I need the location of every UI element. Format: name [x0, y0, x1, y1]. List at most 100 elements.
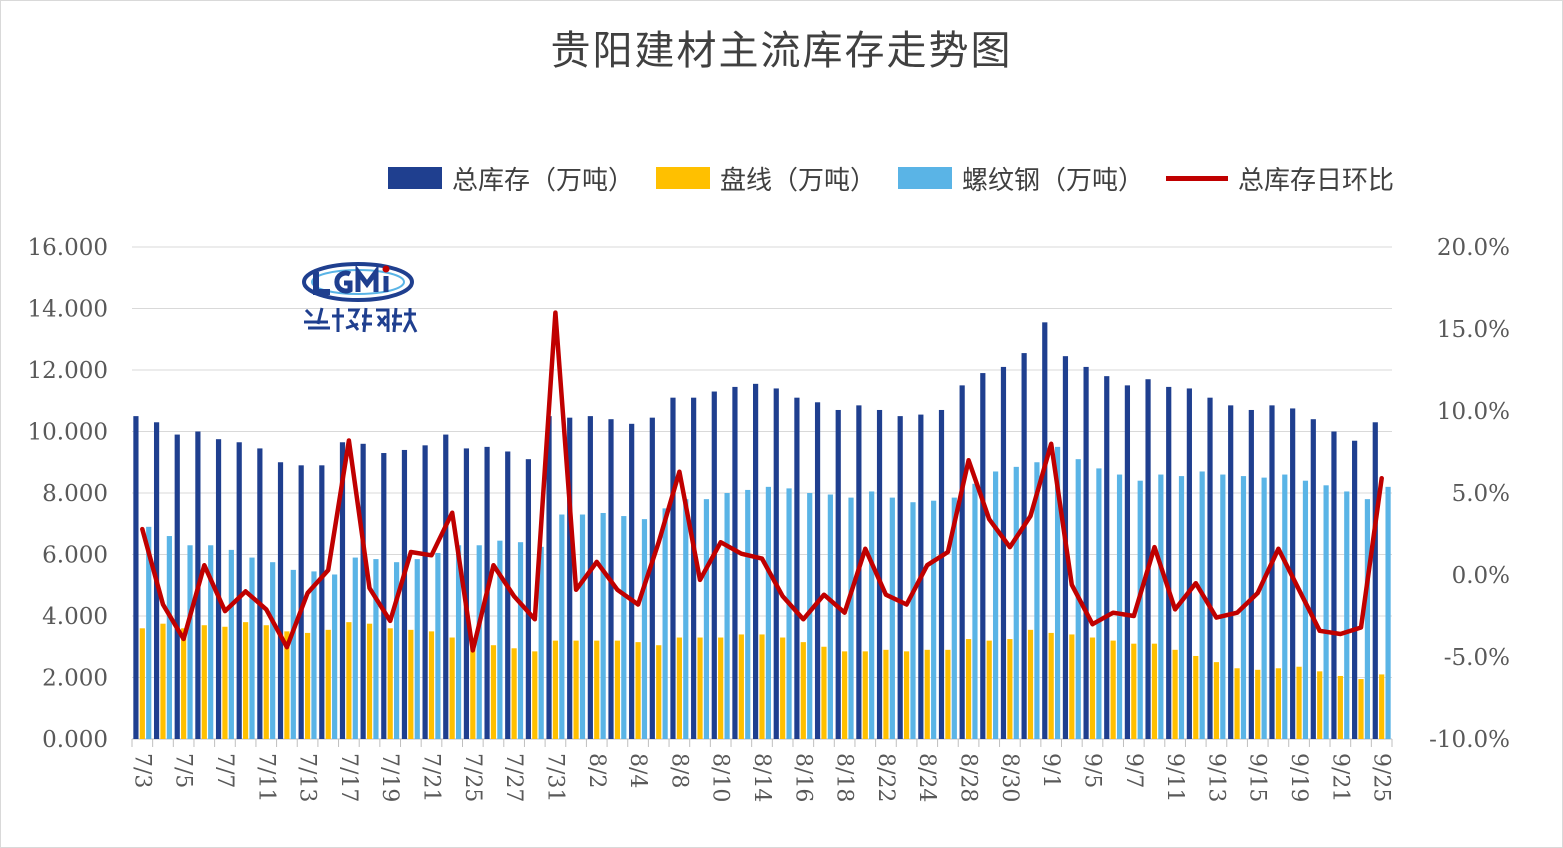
bar-total	[1228, 405, 1234, 739]
bar-wire-rod	[284, 631, 290, 739]
bar-wire-rod	[1234, 668, 1240, 739]
bar-rebar	[208, 545, 214, 739]
lgmi-logo	[302, 262, 418, 333]
bar-wire-rod	[408, 629, 414, 739]
x-tick-label: 8/14	[749, 753, 774, 802]
legend-swatch-wire-rod	[656, 167, 711, 189]
bar-total	[1083, 366, 1089, 739]
legend: 总库存（万吨） 盘线（万吨） 螺纹钢（万吨） 总库存日环比	[388, 160, 1416, 196]
bar-rebar	[476, 545, 482, 739]
bar-rebar	[1385, 486, 1391, 739]
bar-rebar	[414, 559, 420, 739]
bar-total	[1352, 440, 1358, 739]
bar-rebar	[807, 493, 813, 739]
bar-wire-rod	[1379, 674, 1385, 739]
x-tick-label: 9/5	[1080, 753, 1105, 788]
bar-wire-rod	[470, 642, 476, 739]
bar-rebar	[745, 489, 751, 739]
y-left-tick-label: 10.000	[28, 420, 108, 446]
bar-total	[443, 434, 449, 739]
legend-item-wire-rod: 盘线（万吨）	[656, 160, 876, 197]
bar-rebar	[1054, 446, 1061, 739]
bar-rebar	[662, 508, 668, 739]
bar-wire-rod	[1213, 662, 1220, 739]
bar-rebar	[1282, 474, 1288, 739]
bar-wire-rod	[614, 640, 621, 739]
bar-rebar	[827, 494, 833, 739]
bar-wire-rod	[656, 645, 662, 739]
bar-rebar	[1096, 468, 1102, 739]
bar-total	[525, 459, 531, 739]
bar-wire-rod	[842, 651, 848, 739]
bar-wire-rod	[1296, 666, 1302, 739]
bar-rebar	[600, 512, 606, 739]
bar-wire-rod	[1255, 669, 1261, 739]
bar-wire-rod	[594, 640, 600, 739]
bar-wire-rod	[965, 639, 972, 739]
bar-wire-rod	[903, 651, 910, 739]
bar-rebar	[641, 519, 648, 739]
y-left-tick-label: 12.000	[28, 358, 108, 384]
bar-rebar	[373, 559, 379, 739]
bar-wire-rod	[780, 637, 786, 739]
bar-wire-rod	[552, 640, 559, 739]
bar-total	[835, 409, 841, 739]
x-tick-label: 7/31	[542, 753, 567, 802]
bar-total	[215, 439, 222, 739]
y-right-tick-label: 10.0%	[1437, 399, 1510, 425]
bar-total	[277, 462, 284, 739]
bar-total	[1145, 379, 1151, 739]
bar-rebar	[1158, 474, 1164, 739]
legend-label-rebar: 螺纹钢（万吨）	[962, 165, 1145, 196]
bar-rebar	[393, 562, 400, 739]
bar-wire-rod	[718, 637, 724, 739]
bar-total	[1104, 376, 1110, 739]
bar-wire-rod	[1193, 655, 1199, 739]
bar-total	[1331, 431, 1337, 739]
legend-label-daily-change: 总库存日环比	[1238, 165, 1395, 196]
legend-swatch-total	[388, 167, 442, 189]
y-right-tick-label: 15.0%	[1437, 317, 1510, 343]
bar-total	[257, 448, 263, 739]
x-tick-label: 8/8	[666, 753, 691, 788]
y-right-tick-label: 0.0%	[1452, 563, 1510, 589]
x-tick-label: 7/5	[171, 753, 196, 788]
x-tick-label: 7/19	[377, 753, 402, 802]
legend-label-total: 总库存（万吨）	[452, 165, 635, 196]
x-tick-label: 7/21	[419, 753, 444, 802]
bar-total	[1186, 388, 1192, 739]
bar-rebar	[228, 549, 234, 739]
y-left-tick-label: 2.000	[42, 666, 108, 692]
y-left-tick-label: 4.000	[42, 604, 108, 630]
x-tick-label: 7/27	[501, 753, 526, 802]
y-right-tick-label: 20.0%	[1437, 235, 1510, 261]
bar-total	[1269, 405, 1275, 739]
legend-item-total: 总库存（万吨）	[388, 160, 634, 197]
bar-wire-rod	[490, 645, 497, 739]
bar-rebar	[972, 483, 978, 739]
bar-rebar	[869, 491, 875, 739]
bar-wire-rod	[263, 625, 269, 739]
bar-total	[691, 397, 697, 739]
bar-wire-rod	[366, 623, 373, 739]
bar-wire-rod	[1027, 629, 1034, 739]
bar-total	[649, 417, 655, 739]
y-left-tick-label: 6.000	[42, 543, 108, 569]
bar-rebar	[765, 486, 771, 739]
x-tick-label: 8/2	[584, 753, 609, 788]
bar-rebar	[1034, 462, 1040, 739]
bar-total	[567, 417, 573, 739]
bar-rebar	[311, 571, 317, 739]
bar-wire-rod	[1358, 679, 1364, 739]
bar-total	[1021, 353, 1027, 739]
bar-rebar	[270, 562, 276, 739]
bar-wire-rod	[821, 646, 827, 739]
legend-item-rebar: 螺纹钢（万吨）	[898, 160, 1144, 197]
bar-rebar	[187, 545, 193, 739]
bar-total	[732, 386, 738, 739]
bar-total	[236, 442, 242, 739]
bar-total	[876, 409, 883, 739]
x-tick-label: 9/21	[1327, 753, 1352, 802]
bar-total	[1310, 419, 1316, 739]
